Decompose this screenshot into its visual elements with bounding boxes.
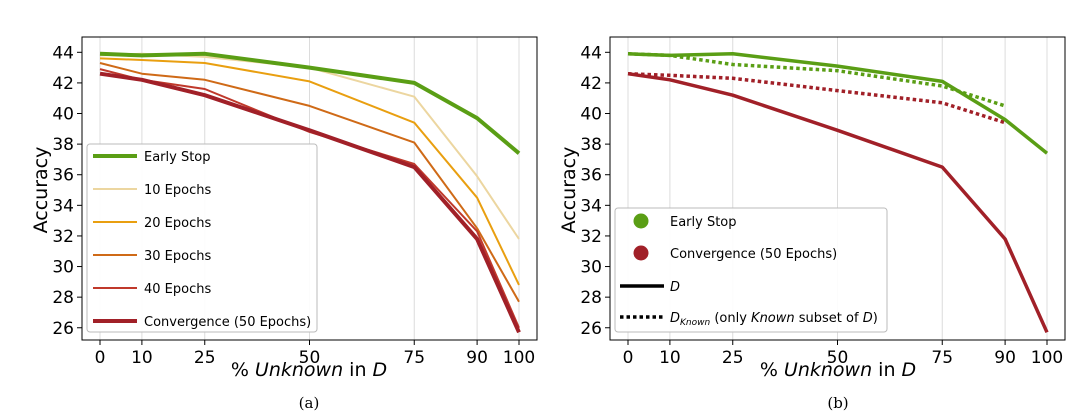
legend-label-d-known: DKnown (only Known subset of D) — [670, 311, 878, 328]
y-tick-label: 42 — [580, 74, 602, 94]
series-line-convergence-d-known — [627, 71, 1006, 125]
legend-label-early-stop: Early Stop — [670, 215, 737, 230]
legend-marker-convergence — [633, 245, 649, 261]
panel-a-series — [99, 51, 521, 334]
panel-a-legend: Early Stop 10 Epochs 20 Epochs 30 Epochs 40 … — [86, 143, 318, 333]
y-tick-label: 36 — [580, 166, 602, 186]
legend-marker-early-stop — [633, 213, 649, 229]
y-tick-label: 34 — [580, 196, 602, 216]
x-tick-label: 90 — [994, 348, 1016, 368]
panel-b-series — [627, 52, 1049, 334]
legend-label-d: D — [670, 280, 680, 295]
panel-b-legend-box — [614, 207, 888, 333]
y-tick-label: 32 — [52, 227, 74, 247]
series-line-20-epochs — [99, 57, 520, 286]
series-line-convergence-50-epochs — [99, 71, 521, 334]
y-tick-label: 44 — [52, 43, 74, 63]
x-tick-label: 75 — [403, 348, 425, 368]
panel-a-y-axis-label: Accuracy — [30, 147, 52, 234]
legend-label-30-epochs: 30 Epochs — [144, 249, 211, 264]
y-tick-label: 38 — [580, 135, 602, 155]
x-tick-label: 50 — [299, 348, 321, 368]
legend-label-early-stop: Early Stop — [144, 150, 211, 165]
y-tick-label: 38 — [52, 135, 74, 155]
series-line-30-epochs — [99, 62, 520, 303]
y-tick-label: 44 — [580, 43, 602, 63]
y-tick-label: 42 — [52, 74, 74, 94]
panel-b-y-ticks: 26 28 30 32 34 36 38 40 42 44 — [580, 43, 610, 339]
panel-b-chart: 0 10 25 50 75 90 100 26 28 30 32 34 36 38 40 42 44 % Un… — [558, 36, 1066, 412]
x-tick-label: 25 — [722, 348, 744, 368]
y-tick-label: 26 — [580, 319, 602, 339]
x-tick-label: 90 — [466, 348, 488, 368]
x-tick-label: 10 — [131, 348, 153, 368]
x-tick-label: 0 — [623, 348, 634, 368]
y-tick-label: 32 — [580, 227, 602, 247]
y-tick-label: 40 — [52, 105, 74, 125]
x-tick-label: 100 — [503, 348, 535, 368]
y-tick-label: 30 — [580, 258, 602, 278]
panel-b-y-axis-label: Accuracy — [558, 147, 580, 234]
panel-a-y-ticks: 26 28 30 32 34 36 38 40 42 44 — [52, 43, 82, 339]
panel-b-caption: (b) — [827, 394, 848, 412]
panel-a-chart: 0 10 25 50 75 90 100 26 28 30 32 34 36 38 40 42 44 % Un… — [30, 36, 538, 412]
legend-label-convergence: Convergence (50 Epochs) — [670, 247, 837, 262]
y-tick-label: 28 — [52, 288, 74, 308]
x-tick-label: 10 — [659, 348, 681, 368]
legend-label-10-epochs: 10 Epochs — [144, 183, 211, 198]
series-line-early-stop-d-known — [627, 52, 1006, 108]
panel-a-x-ticks: 0 10 25 50 75 90 100 — [95, 340, 535, 368]
panel-b-x-ticks: 0 10 25 50 75 90 100 — [623, 340, 1063, 368]
legend-label-20-epochs: 20 Epochs — [144, 216, 211, 231]
x-tick-label: 75 — [931, 348, 953, 368]
series-line-convergence-d — [627, 71, 1049, 334]
y-tick-label: 26 — [52, 319, 74, 339]
y-tick-label: 40 — [580, 105, 602, 125]
legend-label-convergence-50-epochs: Convergence (50 Epochs) — [144, 315, 311, 330]
panel-b-x-axis-label: % Unknown in D — [760, 359, 916, 381]
y-tick-label: 28 — [580, 288, 602, 308]
x-tick-label: 100 — [1031, 348, 1063, 368]
panel-b-legend: Early Stop Convergence (50 Epochs) D DKn… — [614, 207, 888, 333]
panel-a-caption: (a) — [299, 394, 320, 412]
panel-a-x-axis-label: % Unknown in D — [231, 359, 387, 381]
legend-label-40-epochs: 40 Epochs — [144, 282, 211, 297]
y-tick-label: 34 — [52, 196, 74, 216]
series-line-early-stop-d — [627, 52, 1049, 155]
panel-a-legend-box — [86, 143, 318, 333]
panel-a-legend-items: Early Stop 10 Epochs 20 Epochs 30 Epochs 40 … — [93, 150, 311, 330]
x-tick-label: 50 — [827, 348, 849, 368]
y-tick-label: 30 — [52, 258, 74, 278]
series-line-early-stop — [99, 51, 521, 155]
x-tick-label: 0 — [95, 348, 106, 368]
x-tick-label: 25 — [194, 348, 216, 368]
y-tick-label: 36 — [52, 166, 74, 186]
